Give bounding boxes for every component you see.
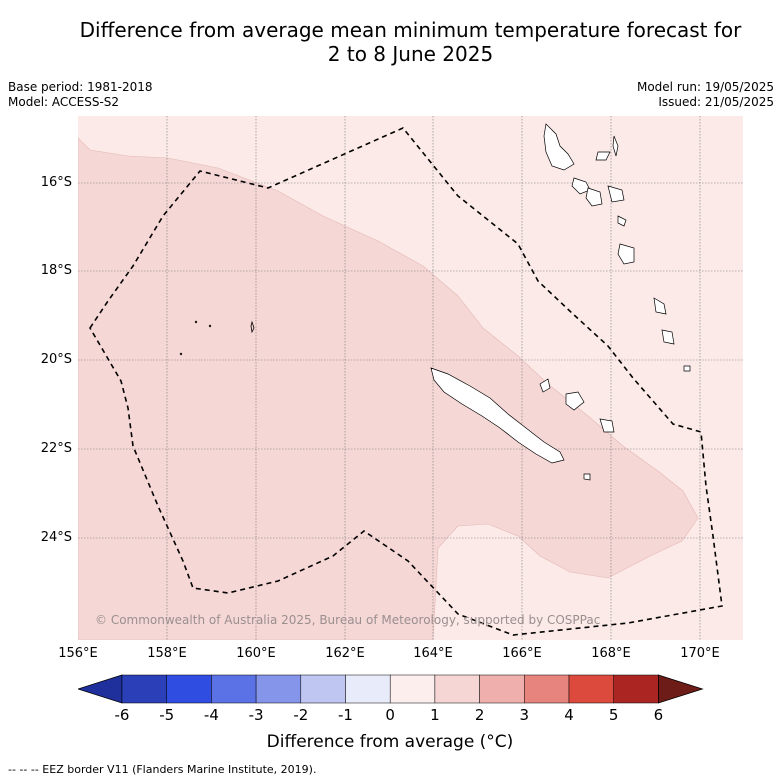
colorbar-tick-label: -1 bbox=[338, 706, 353, 724]
colorbar-tick-label: 1 bbox=[430, 706, 440, 724]
title-line-2: 2 to 8 June 2025 bbox=[327, 42, 494, 66]
lat-label-20s: 20°S bbox=[40, 352, 72, 367]
copyright-notice: © Commonwealth of Australia 2025, Bureau… bbox=[95, 613, 601, 627]
lon-label-158e: 158°E bbox=[147, 646, 187, 661]
colorbar-segment bbox=[345, 674, 391, 704]
colorbar-extend-low bbox=[76, 674, 123, 704]
loyalty-island-1 bbox=[539, 378, 551, 393]
lon-label-160e: 160°E bbox=[236, 646, 276, 661]
grid-lines bbox=[78, 116, 743, 640]
lon-label-162e: 162°E bbox=[325, 646, 365, 661]
meta-right: Model run: 19/05/2025 Issued: 21/05/2025 bbox=[637, 80, 774, 110]
colorbar-segment bbox=[568, 674, 614, 704]
colorbar-segment bbox=[389, 674, 436, 704]
model-run: Model run: 19/05/2025 bbox=[636, 80, 774, 94]
colorbar-segment bbox=[211, 674, 257, 704]
colorbar-tick-label: 5 bbox=[608, 706, 619, 724]
colorbar-tick-label: -3 bbox=[248, 706, 264, 724]
model-name: Model: ACCESS-S2 bbox=[8, 95, 120, 109]
lon-label-166e: 166°E bbox=[502, 646, 542, 661]
meta-left: Base period: 1981-2018 Model: ACCESS-S2 bbox=[8, 80, 153, 110]
title-line-1: Difference from average mean minimum tem… bbox=[79, 18, 742, 42]
small-reefs bbox=[179, 320, 255, 356]
chart-title: Difference from average mean minimum tem… bbox=[40, 18, 781, 66]
map-panel bbox=[78, 116, 743, 640]
colorbar-tick-label: 4 bbox=[564, 706, 574, 724]
colorbar-segment bbox=[434, 674, 480, 704]
colorbar-segment bbox=[300, 674, 346, 704]
colorbar-segment bbox=[166, 674, 212, 704]
colorbar-tick-label: 0 bbox=[385, 706, 395, 724]
colorbar-tick-label: -2 bbox=[293, 706, 309, 724]
colorbar-extend-high bbox=[658, 674, 704, 704]
colorbar-tick-label: 2 bbox=[474, 706, 485, 724]
map-svg bbox=[78, 116, 743, 640]
colorbar-tick-label: -4 bbox=[203, 706, 219, 724]
eez-border bbox=[89, 127, 723, 636]
issued-date: Issued: 21/05/2025 bbox=[658, 95, 774, 109]
lat-label-18s: 18°S bbox=[40, 263, 72, 278]
colorbar-segment bbox=[255, 674, 302, 704]
loyalty-island-3 bbox=[599, 418, 615, 433]
eez-footnote: -- -- -- EEZ border V11 (Flanders Marine… bbox=[8, 763, 317, 776]
lat-label-22s: 22°S bbox=[40, 441, 72, 456]
isle-of-pines bbox=[583, 473, 591, 481]
colorbar-segment bbox=[613, 674, 659, 704]
lon-label-164e: 164°E bbox=[413, 646, 453, 661]
new-caledonia-island bbox=[430, 367, 565, 464]
colorbar-tick-label: 3 bbox=[519, 706, 530, 724]
lon-label-170e: 170°E bbox=[680, 646, 720, 661]
colorbar-segment bbox=[121, 674, 167, 704]
colorbar-segment bbox=[524, 674, 570, 704]
colorbar-segment bbox=[479, 674, 525, 704]
colorbar-svg bbox=[76, 674, 704, 704]
colorbar bbox=[76, 674, 704, 708]
colorbar-title: Difference from average (°C) bbox=[266, 732, 514, 752]
lon-label-168e: 168°E bbox=[591, 646, 631, 661]
base-period: Base period: 1981-2018 bbox=[8, 80, 153, 94]
lon-label-156e: 156°E bbox=[58, 646, 98, 661]
colorbar-tick-label: -6 bbox=[114, 706, 130, 724]
loyalty-island-2 bbox=[565, 391, 585, 411]
lat-label-16s: 16°S bbox=[40, 175, 72, 190]
colorbar-tick-label: -5 bbox=[159, 706, 175, 724]
colorbar-tick-label: 6 bbox=[653, 706, 664, 724]
vanuatu-islands bbox=[543, 123, 691, 372]
lat-label-24s: 24°S bbox=[40, 530, 72, 545]
